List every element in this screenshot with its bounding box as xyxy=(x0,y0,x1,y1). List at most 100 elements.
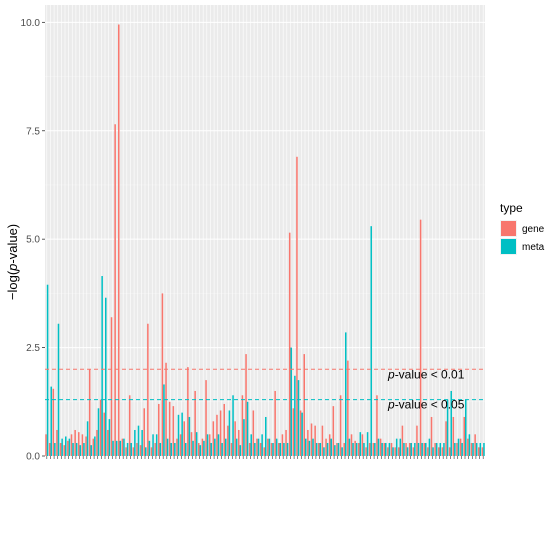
bar-gene xyxy=(376,395,378,456)
bar-gene xyxy=(136,442,138,456)
bar-meta xyxy=(163,384,165,456)
threshold-label-italic: p xyxy=(387,367,395,381)
bar-gene xyxy=(470,442,473,456)
bar-gene xyxy=(147,323,149,456)
bar-meta xyxy=(381,442,383,456)
bar-gene xyxy=(339,395,342,456)
bar-gene xyxy=(343,442,345,456)
bar-gene xyxy=(321,425,324,456)
y-axis-label-prefix: −log( xyxy=(5,270,20,300)
bar-gene xyxy=(398,447,400,456)
bar-meta xyxy=(90,445,92,456)
bar-gene xyxy=(107,429,109,456)
threshold-label-rest: -value < 0.05 xyxy=(395,398,465,412)
bar-meta xyxy=(275,438,278,456)
x-axis xyxy=(46,456,484,459)
bar-gene xyxy=(118,24,120,456)
bar-meta xyxy=(439,442,442,456)
bar-gene xyxy=(190,432,193,456)
bar-gene xyxy=(387,447,389,456)
bar-meta xyxy=(250,434,252,456)
bar-gene xyxy=(176,438,178,456)
bar-meta xyxy=(235,438,238,456)
bar-meta xyxy=(105,297,107,456)
bar-gene xyxy=(332,406,335,456)
bar-gene xyxy=(354,440,356,456)
bar-gene xyxy=(252,410,255,456)
bar-gene xyxy=(361,434,364,456)
bar-meta xyxy=(155,434,158,456)
y-tick-label: 0.0 xyxy=(26,452,40,463)
bar-gene xyxy=(412,447,415,456)
y-axis-label-italic: p xyxy=(5,264,20,272)
bar-gene xyxy=(81,434,84,456)
bar-meta xyxy=(115,440,118,456)
bar-gene xyxy=(263,447,265,456)
bar-meta xyxy=(97,408,100,456)
bar-meta xyxy=(435,442,438,456)
bar-meta xyxy=(112,440,114,456)
bar-gene xyxy=(427,447,429,456)
bar-gene xyxy=(194,390,196,456)
bar-gene xyxy=(96,429,98,456)
bar-gene xyxy=(74,429,76,456)
legend-title: type xyxy=(500,201,523,215)
bar-meta xyxy=(72,442,74,456)
bar-meta xyxy=(457,438,460,456)
bar-meta xyxy=(134,429,136,456)
bar-gene xyxy=(310,423,313,456)
bar-meta xyxy=(261,434,263,456)
bar-meta xyxy=(257,438,260,456)
bar-meta xyxy=(283,442,285,456)
bar-gene xyxy=(114,124,116,456)
bar-gene xyxy=(230,442,233,456)
bar-meta xyxy=(54,442,56,456)
bar-meta xyxy=(428,438,431,456)
bar-meta xyxy=(468,434,471,456)
bar-meta xyxy=(57,323,60,456)
bar-meta xyxy=(323,447,325,456)
bar-meta xyxy=(75,442,78,456)
bar-meta xyxy=(297,380,300,456)
bar-meta xyxy=(345,332,347,456)
bar-meta xyxy=(465,399,467,456)
y-axis-label-suffix: -value) xyxy=(5,224,20,264)
bar-meta xyxy=(315,442,318,456)
plot-area xyxy=(45,5,485,457)
bar-gene xyxy=(358,442,360,456)
bar-meta xyxy=(425,442,427,456)
bar-meta xyxy=(308,440,311,456)
bar-gene xyxy=(110,317,113,456)
bar-gene xyxy=(292,408,295,456)
bar-meta xyxy=(137,425,140,456)
bar-meta xyxy=(192,440,194,456)
bar-meta xyxy=(326,442,329,456)
bar-gene xyxy=(456,442,458,456)
bar-meta xyxy=(268,438,271,456)
legend-label-meta: meta xyxy=(522,242,545,253)
bar-meta xyxy=(50,386,52,456)
bar-meta xyxy=(301,412,303,456)
bar-meta xyxy=(446,399,449,456)
bar-gene xyxy=(325,438,327,456)
bar-meta xyxy=(472,442,474,456)
bar-meta xyxy=(305,438,307,456)
bar-meta xyxy=(195,432,198,456)
bar-meta xyxy=(228,410,231,456)
bar-meta xyxy=(203,440,205,456)
bar-gene xyxy=(383,442,385,456)
bar-gene xyxy=(223,403,225,456)
bar-gene xyxy=(452,416,455,456)
bar-meta xyxy=(199,445,202,456)
bar-meta xyxy=(79,445,82,456)
bar-gene xyxy=(198,442,200,456)
legend-label-gene: gene xyxy=(522,224,545,235)
bar-gene xyxy=(296,156,298,456)
bar-meta xyxy=(370,226,372,456)
bar-meta xyxy=(152,434,154,456)
bar-gene xyxy=(394,447,396,456)
bar-gene xyxy=(179,434,182,456)
bar-gene xyxy=(448,447,451,456)
bar-meta xyxy=(483,442,485,456)
bar-meta xyxy=(377,438,380,456)
